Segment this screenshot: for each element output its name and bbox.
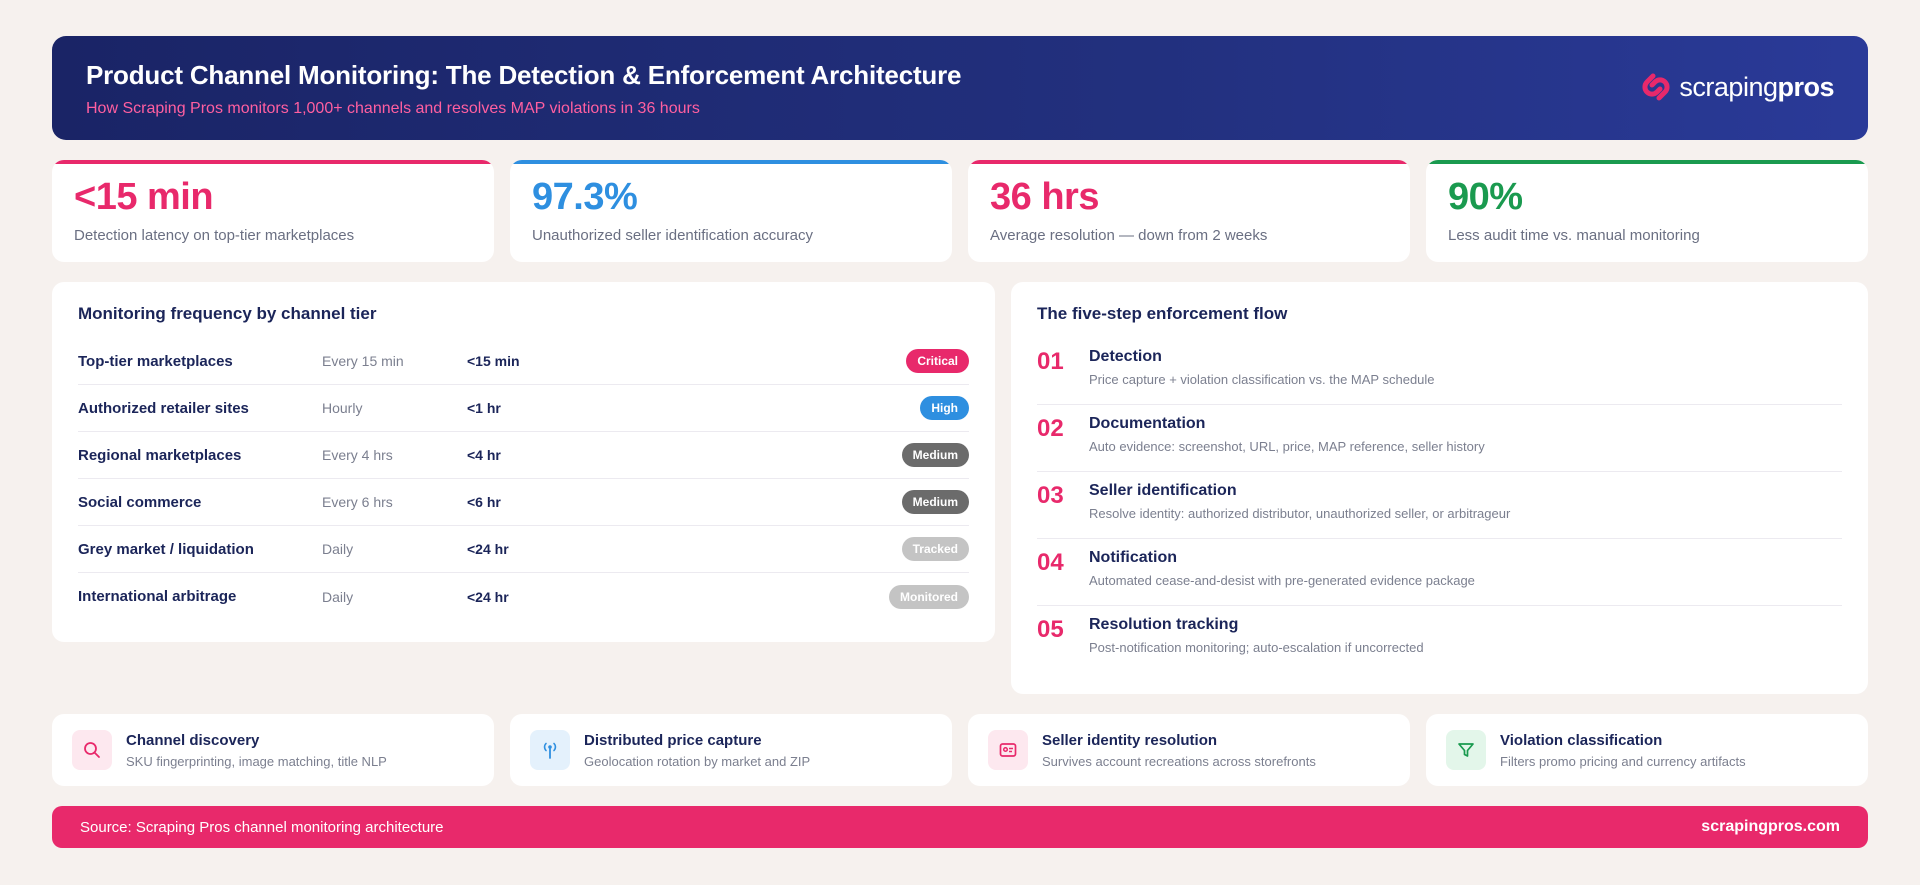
capability-title: Distributed price capture (584, 731, 762, 749)
header-banner: Product Channel Monitoring: The Detectio… (52, 36, 1868, 140)
middle-section: Monitoring frequency by channel tier Top… (52, 282, 1868, 694)
search-icon (72, 730, 112, 770)
tier-frequency: Every 6 hrs (322, 494, 393, 510)
tier-name: Authorized retailer sites (78, 399, 249, 417)
capability-description: Survives account recreations across stor… (1042, 753, 1316, 769)
page-subtitle: How Scraping Pros monitors 1,000+ channe… (86, 100, 700, 117)
logo-text-light: scraping (1679, 71, 1778, 102)
capability-card-price-capture: Distributed price capture Geolocation ro… (510, 714, 952, 786)
step-description: Post-notification monitoring; auto-escal… (1089, 640, 1424, 655)
flow-panel: The five-step enforcement flow 01 Detect… (1011, 282, 1868, 694)
flow-panel-title: The five-step enforcement flow (1037, 304, 1288, 323)
tier-row: Social commerce Every 6 hrs <6 hr Medium (78, 479, 969, 526)
step-title: Notification (1089, 549, 1177, 566)
kpi-label: Less audit time vs. manual monitoring (1448, 227, 1700, 244)
kpi-card-audit-time: 90% Less audit time vs. manual monitorin… (1426, 160, 1868, 262)
page: Product Channel Monitoring: The Detectio… (52, 36, 1868, 848)
tier-name: Social commerce (78, 493, 202, 511)
priority-badge: Medium (901, 443, 969, 467)
step-number: 01 (1037, 348, 1064, 375)
tier-frequency: Every 4 hrs (322, 447, 393, 463)
step-list: 01 Detection Price capture + violation c… (1037, 338, 1842, 673)
kpi-label: Unauthorized seller identification accur… (532, 227, 813, 244)
tier-frequency: Daily (322, 541, 354, 557)
priority-badge: Critical (906, 349, 969, 373)
capability-description: SKU fingerprinting, image matching, titl… (126, 753, 387, 769)
capability-row: Channel discovery SKU fingerprinting, im… (52, 714, 1868, 786)
tier-latency: <15 min (467, 353, 520, 369)
tier-latency: <1 hr (467, 400, 501, 416)
tier-row: International arbitrage Daily <24 hr Mon… (78, 573, 969, 620)
capability-description: Filters promo pricing and currency artif… (1500, 753, 1746, 769)
footer-bar: Source: Scraping Pros channel monitoring… (52, 806, 1868, 848)
tier-frequency: Daily (322, 588, 354, 605)
step-description: Auto evidence: screenshot, URL, price, M… (1089, 439, 1485, 454)
priority-badge: Monitored (889, 584, 969, 609)
capability-title: Seller identity resolution (1042, 731, 1218, 749)
step-number: 04 (1037, 549, 1064, 576)
kpi-value: <15 min (74, 176, 214, 218)
tier-name: Grey market / liquidation (78, 540, 254, 558)
kpi-value: 97.3% (532, 176, 638, 218)
kpi-card-resolution: 36 hrs Average resolution — down from 2 … (968, 160, 1410, 262)
kpi-card-accuracy: 97.3% Unauthorized seller identification… (510, 160, 952, 262)
kpi-label: Detection latency on top-tier marketplac… (74, 227, 355, 244)
tier-latency: <6 hr (467, 494, 501, 510)
flow-step: 04 Notification Automated cease-and-desi… (1037, 539, 1842, 606)
tier-row: Grey market / liquidation Daily <24 hr T… (78, 526, 969, 573)
step-description: Automated cease-and-desist with pre-gene… (1089, 573, 1475, 588)
site-link[interactable]: scrapingpros.com (1701, 818, 1840, 835)
step-description: Price capture + violation classification… (1089, 372, 1435, 387)
priority-badge: Tracked (901, 537, 969, 561)
tier-latency: <24 hr (467, 541, 509, 557)
page-title: Product Channel Monitoring: The Detectio… (86, 60, 962, 90)
antenna-icon (530, 730, 570, 770)
capability-card-channel-discovery: Channel discovery SKU fingerprinting, im… (52, 714, 494, 786)
step-number: 05 (1037, 616, 1064, 643)
tier-row: Regional marketplaces Every 4 hrs <4 hr … (78, 432, 969, 479)
priority-badge: High (920, 396, 969, 420)
kpi-value: 90% (1448, 176, 1523, 218)
tier-name: Regional marketplaces (78, 446, 242, 464)
capability-title: Channel discovery (126, 731, 260, 749)
tier-list: Top-tier marketplaces Every 15 min <15 m… (78, 338, 969, 620)
logo-wordmark: scrapingpros (1679, 72, 1834, 103)
kpi-label: Average resolution — down from 2 weeks (990, 227, 1268, 244)
tier-panel-title: Monitoring frequency by channel tier (78, 304, 377, 323)
kpi-row: <15 min Detection latency on top-tier ma… (52, 160, 1868, 262)
step-description: Resolve identity: authorized distributor… (1089, 506, 1511, 521)
source-note: Source: Scraping Pros channel monitoring… (80, 818, 444, 836)
capability-card-violation-classification: Violation classification Filters promo p… (1426, 714, 1868, 786)
capability-card-seller-identity: Seller identity resolution Survives acco… (968, 714, 1410, 786)
flow-step: 02 Documentation Auto evidence: screensh… (1037, 405, 1842, 472)
tier-row: Authorized retailer sites Hourly <1 hr H… (78, 385, 969, 432)
step-number: 03 (1037, 482, 1064, 509)
tier-latency: <24 hr (467, 588, 509, 605)
step-number: 02 (1037, 415, 1064, 442)
kpi-value: 36 hrs (990, 176, 1099, 218)
tier-name: International arbitrage (78, 588, 237, 605)
tier-latency: <4 hr (467, 447, 501, 463)
brand-logo[interactable]: scrapingpros (1639, 70, 1834, 104)
tier-panel: Monitoring frequency by channel tier Top… (52, 282, 995, 642)
step-title: Detection (1089, 348, 1162, 365)
id-card-icon (988, 730, 1028, 770)
flow-step: 05 Resolution tracking Post-notification… (1037, 606, 1842, 673)
kpi-card-detection: <15 min Detection latency on top-tier ma… (52, 160, 494, 262)
tier-name: Top-tier marketplaces (78, 352, 233, 370)
priority-badge: Medium (901, 490, 969, 514)
step-title: Seller identification (1089, 482, 1237, 499)
step-title: Documentation (1089, 415, 1206, 432)
logo-text-bold: pros (1777, 71, 1834, 102)
step-title: Resolution tracking (1089, 616, 1239, 633)
tier-row: Top-tier marketplaces Every 15 min <15 m… (78, 338, 969, 385)
tier-frequency: Hourly (322, 400, 363, 416)
flow-step: 01 Detection Price capture + violation c… (1037, 338, 1842, 405)
tier-frequency: Every 15 min (322, 353, 404, 369)
flow-step: 03 Seller identification Resolve identit… (1037, 472, 1842, 539)
capability-title: Violation classification (1500, 731, 1663, 749)
filter-icon (1446, 730, 1486, 770)
capability-description: Geolocation rotation by market and ZIP (584, 753, 811, 769)
scrapingpros-logo-icon (1642, 73, 1670, 101)
